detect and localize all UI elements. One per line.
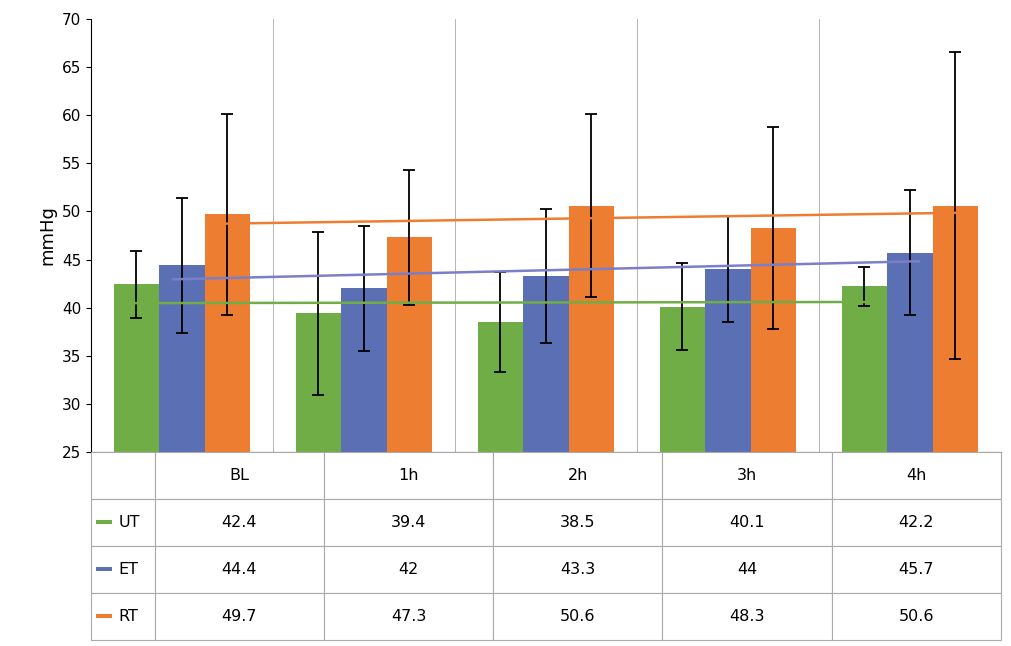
- Bar: [386, 238, 433, 646]
- Text: 50.6: 50.6: [560, 609, 595, 623]
- Text: 42: 42: [398, 561, 419, 577]
- Bar: [659, 307, 706, 646]
- Text: 44.4: 44.4: [221, 561, 257, 577]
- Bar: [662, 546, 832, 592]
- Bar: [662, 452, 832, 499]
- Text: 40.1: 40.1: [729, 515, 765, 530]
- Bar: [113, 284, 160, 646]
- Bar: [91, 499, 155, 546]
- Bar: [95, 567, 112, 571]
- Bar: [324, 452, 493, 499]
- Bar: [524, 276, 569, 646]
- Bar: [493, 452, 662, 499]
- Bar: [324, 546, 493, 592]
- Text: 49.7: 49.7: [221, 609, 257, 623]
- Text: 45.7: 45.7: [899, 561, 934, 577]
- Text: 43.3: 43.3: [560, 561, 595, 577]
- Bar: [324, 592, 493, 640]
- Text: 39.4: 39.4: [391, 515, 427, 530]
- Bar: [662, 499, 832, 546]
- Text: 50.6: 50.6: [899, 609, 934, 623]
- Bar: [568, 205, 614, 646]
- Text: 1h: 1h: [398, 468, 419, 483]
- Text: 3h: 3h: [737, 468, 757, 483]
- Bar: [91, 546, 155, 592]
- Bar: [493, 546, 662, 592]
- Bar: [324, 499, 493, 546]
- Bar: [155, 452, 324, 499]
- Text: BL: BL: [229, 468, 250, 483]
- Text: 48.3: 48.3: [729, 609, 764, 623]
- Bar: [155, 546, 324, 592]
- Bar: [832, 592, 1001, 640]
- Bar: [204, 214, 251, 646]
- Bar: [888, 253, 933, 646]
- Text: 42.4: 42.4: [221, 515, 257, 530]
- Bar: [160, 266, 204, 646]
- Bar: [932, 205, 979, 646]
- Bar: [296, 313, 342, 646]
- Text: ET: ET: [118, 561, 139, 577]
- Text: 44: 44: [737, 561, 757, 577]
- Bar: [91, 452, 155, 499]
- Bar: [91, 592, 155, 640]
- Bar: [155, 592, 324, 640]
- Bar: [155, 499, 324, 546]
- Bar: [95, 521, 112, 524]
- Text: UT: UT: [118, 515, 140, 530]
- Bar: [493, 592, 662, 640]
- Bar: [478, 322, 524, 646]
- Bar: [832, 499, 1001, 546]
- Bar: [832, 452, 1001, 499]
- Bar: [95, 614, 112, 618]
- Bar: [841, 286, 888, 646]
- Bar: [662, 592, 832, 640]
- Text: 2h: 2h: [567, 468, 588, 483]
- Text: 38.5: 38.5: [560, 515, 595, 530]
- Bar: [342, 288, 386, 646]
- Text: RT: RT: [118, 609, 139, 623]
- Bar: [750, 228, 797, 646]
- Text: 4h: 4h: [906, 468, 926, 483]
- Y-axis label: mmHg: mmHg: [38, 205, 57, 266]
- Bar: [706, 269, 750, 646]
- Text: 42.2: 42.2: [899, 515, 934, 530]
- Bar: [493, 499, 662, 546]
- Text: 47.3: 47.3: [391, 609, 427, 623]
- Bar: [832, 546, 1001, 592]
